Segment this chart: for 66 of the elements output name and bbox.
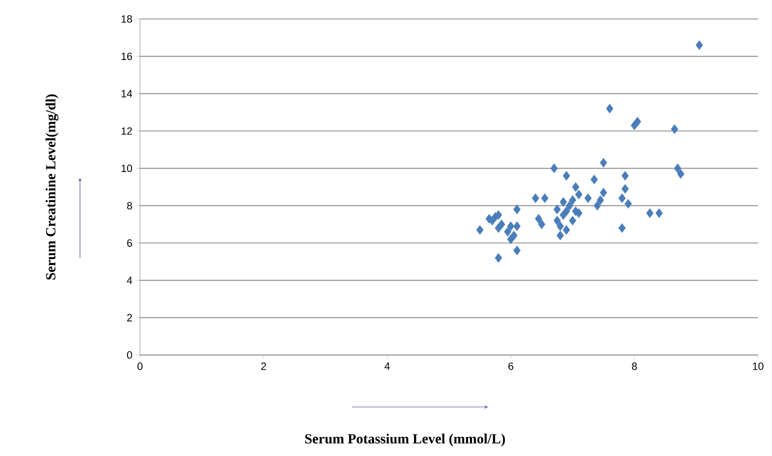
point — [494, 253, 502, 263]
point — [600, 158, 608, 168]
x-tick-label: 4 — [384, 362, 390, 370]
y-tick-label: 2 — [127, 314, 132, 322]
point — [476, 225, 484, 235]
y-tick-label: 8 — [127, 202, 132, 210]
y-tick-label: 0 — [127, 351, 132, 359]
point — [594, 200, 601, 210]
x-tick-label: 10 — [752, 362, 764, 370]
point — [498, 220, 506, 230]
point — [513, 204, 521, 214]
point — [621, 171, 629, 181]
point — [621, 184, 629, 194]
point — [507, 221, 514, 231]
point — [513, 221, 521, 231]
y-tick-label: 18 — [122, 15, 132, 23]
y-tick-label: 16 — [122, 52, 132, 60]
point — [562, 206, 570, 216]
point — [634, 116, 642, 126]
point — [696, 40, 703, 50]
point — [584, 193, 592, 203]
point — [590, 174, 598, 184]
point — [674, 164, 682, 174]
y-tick-label: 6 — [127, 239, 132, 247]
point — [568, 216, 576, 226]
point — [532, 193, 540, 203]
point — [494, 210, 502, 220]
point — [618, 223, 626, 233]
point — [606, 104, 614, 114]
point — [646, 208, 654, 218]
point — [513, 246, 521, 256]
point — [560, 197, 567, 207]
point — [566, 200, 574, 210]
point — [556, 221, 564, 231]
y-axis-title: Serum Creatinine Level(mg/dl) — [46, 94, 58, 280]
point — [556, 230, 564, 240]
point — [670, 124, 678, 134]
point — [504, 227, 512, 237]
point — [575, 208, 582, 218]
x-tick-label: 8 — [632, 362, 637, 370]
point — [624, 199, 632, 209]
point — [538, 220, 546, 230]
point — [568, 195, 576, 205]
point — [596, 195, 604, 205]
point — [655, 208, 663, 218]
x-axis-title: Serum Potassium Level (mmol/L) — [305, 434, 505, 446]
point — [677, 169, 684, 179]
point — [554, 216, 561, 226]
x-tick-label: 0 — [137, 362, 142, 370]
y-tick-label: 12 — [122, 127, 132, 135]
point — [507, 234, 514, 244]
point — [562, 225, 570, 235]
y-tick-label: 14 — [122, 90, 132, 98]
point — [618, 193, 626, 203]
point — [541, 193, 548, 203]
point — [554, 204, 561, 214]
point — [575, 190, 582, 200]
x-tick-label: 2 — [261, 362, 266, 370]
point — [562, 171, 570, 181]
point — [572, 182, 580, 192]
y-tick-label: 10 — [122, 164, 132, 172]
x-tick-label: 6 — [508, 362, 514, 370]
point — [600, 188, 608, 198]
point — [550, 164, 558, 174]
y-tick-label: 4 — [126, 276, 132, 284]
point — [534, 214, 542, 224]
